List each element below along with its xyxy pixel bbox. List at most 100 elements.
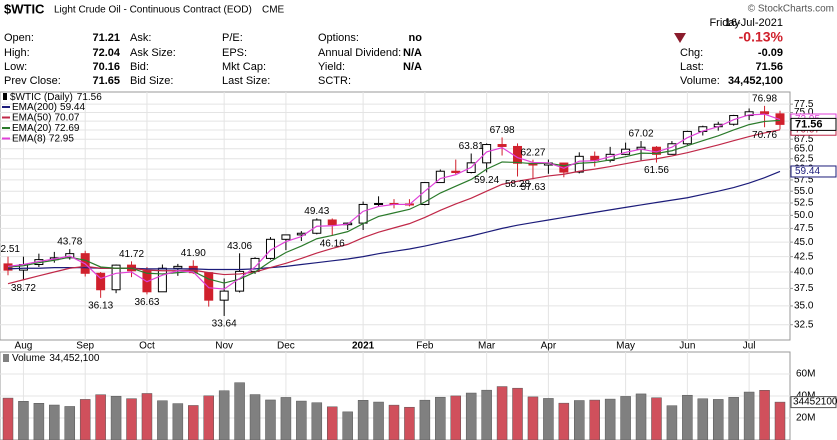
candle-body <box>744 111 754 117</box>
annotation: 76.98 <box>752 93 777 104</box>
x-tick-label: Mar <box>478 341 496 352</box>
field-label: Ask: <box>130 32 151 44</box>
y-tick-label: 62.5 <box>794 153 814 164</box>
y-tick-label: 77.5 <box>794 99 814 110</box>
annotation: 61.56 <box>644 165 669 176</box>
x-tick-label: Dec <box>277 341 295 352</box>
legend-value: 71.56 <box>77 92 102 103</box>
candle-body <box>265 238 275 259</box>
ema-line <box>7 119 781 284</box>
y-tick-label: 45.0 <box>794 237 814 248</box>
field-label: Last Size: <box>222 75 270 87</box>
volume-bar <box>774 401 786 440</box>
y-tick-label: 65.0 <box>794 143 814 154</box>
volume-bar <box>435 396 446 440</box>
volume-bar <box>697 398 709 440</box>
candle-body <box>157 267 167 293</box>
x-tick-label: Aug <box>15 341 33 352</box>
y-tick-label: 40.0 <box>794 267 814 278</box>
field-value: no <box>409 32 423 44</box>
annotation: 33.64 <box>212 319 237 330</box>
annotation: 41.90 <box>181 248 206 259</box>
volume-bar <box>280 397 292 440</box>
volume-bar <box>357 400 369 440</box>
volume-bar <box>496 386 508 440</box>
volume-bar <box>218 390 230 440</box>
volume-bar <box>64 406 76 440</box>
y-tick-label: 32.5 <box>794 319 814 330</box>
volume-bar <box>249 394 261 440</box>
volume-bar <box>203 395 214 440</box>
annotation: 36.63 <box>134 297 159 308</box>
volume-bar <box>419 399 431 440</box>
field-value: 71.21 <box>92 32 120 44</box>
field-label: Yield: <box>318 61 345 73</box>
x-tick-label: Nov <box>215 341 233 352</box>
legend-name: EMA(50) <box>12 112 51 123</box>
legend-value: 72.69 <box>54 123 79 134</box>
ema-line <box>7 129 781 285</box>
ema-line <box>7 113 781 290</box>
y-tick-label: 35.0 <box>794 301 814 312</box>
x-tick-label: Oct <box>139 341 155 352</box>
volume-bar <box>728 397 739 440</box>
volume-bar <box>172 403 184 440</box>
x-tick-label: Jun <box>679 341 695 352</box>
legend-icon <box>3 354 9 362</box>
legend-name: EMA(200) <box>12 102 57 113</box>
summary-label: Volume: <box>680 75 720 87</box>
change-pct: -0.13% <box>739 29 784 45</box>
annotation: 38.72 <box>11 283 36 294</box>
volume-bar <box>512 387 523 440</box>
down-arrow <box>674 33 686 43</box>
legend-name: $WTIC (Daily) <box>10 92 73 103</box>
candle-body <box>219 290 229 301</box>
x-tick-label: May <box>616 341 635 352</box>
x-tick-label: Feb <box>416 341 434 352</box>
candle-body <box>435 170 445 184</box>
volume-bar <box>49 404 60 440</box>
field-label: Annual Dividend: <box>318 47 401 59</box>
value-box-label: 34452100 <box>793 397 837 408</box>
field-value: 70.16 <box>92 61 120 73</box>
volume-bar <box>234 382 245 440</box>
symbol: $WTIC <box>4 1 45 16</box>
field-label: Bid: <box>130 61 149 73</box>
annotation: 67.02 <box>629 129 654 140</box>
volume-bar <box>126 398 137 440</box>
field-label: P/E: <box>222 32 243 44</box>
candle-body <box>559 162 569 173</box>
annotation: 57.63 <box>520 182 545 193</box>
candle-body <box>374 202 384 205</box>
legend-name: EMA(20) <box>12 123 51 134</box>
exchange: CME <box>262 5 285 16</box>
legend-value: 72.95 <box>49 133 74 144</box>
volume-bar <box>404 406 415 440</box>
value-box <box>790 165 837 178</box>
candle-body <box>204 272 214 301</box>
volume-bar <box>296 400 307 440</box>
volume-bar <box>589 399 600 440</box>
volume-bar <box>342 411 353 440</box>
candle-body <box>497 144 507 147</box>
volume-bar <box>481 389 492 440</box>
field-label: Prev Close: <box>4 75 61 87</box>
weekday: Friday <box>709 17 740 29</box>
summary-label: Last: <box>680 61 704 73</box>
annotation: 46.16 <box>320 238 345 249</box>
y-tick-label: 52.5 <box>794 198 814 209</box>
volume-bar <box>450 395 462 440</box>
volume-bar <box>651 397 662 440</box>
volume-bar <box>527 396 539 440</box>
value-box <box>790 117 837 131</box>
volume-bar <box>620 396 631 440</box>
volume-bar <box>388 404 400 440</box>
y-tick-label: 67.5 <box>794 134 814 145</box>
volume-bar <box>465 392 477 440</box>
annotation: 43.06 <box>227 241 252 252</box>
field-label: EPS: <box>222 47 247 59</box>
candle-body <box>111 264 121 291</box>
x-tick-label: 2021 <box>352 341 375 352</box>
volume-bar <box>543 398 554 440</box>
grid <box>0 92 790 440</box>
